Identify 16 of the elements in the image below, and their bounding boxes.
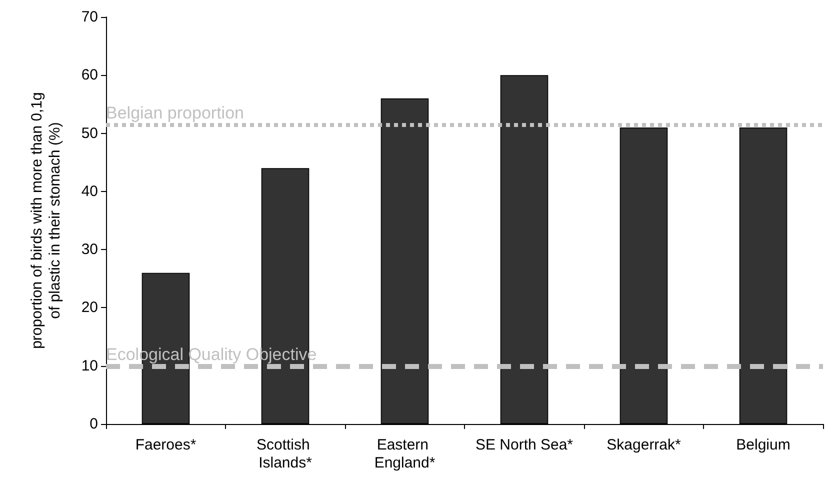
y-tick-label: 20 [81,299,98,316]
y-tick-label: 0 [90,416,98,432]
y-axis-title: proportion of birds with more than 0,1g of plastic in their stomach (%) [28,92,64,349]
x-tick-label: SE North Sea* [475,436,574,454]
x-tick-label: Skagerrak* [606,436,682,454]
x-tick-label: Scottish Islands* [256,436,314,472]
y-tick-label: 10 [81,357,98,374]
ref-line-label: Belgian proportion [106,104,244,123]
x-tick-label: Belgium [736,436,790,454]
x-tick-label: Faeroes* [135,436,196,454]
y-tick-label: 30 [81,241,98,258]
x-tick-label: Eastern England* [374,436,436,472]
y-tick-label: 50 [81,124,98,142]
y-tick-label: 60 [81,66,98,84]
y-tick-label: 70 [81,8,98,26]
y-tick-label: 40 [81,182,98,200]
